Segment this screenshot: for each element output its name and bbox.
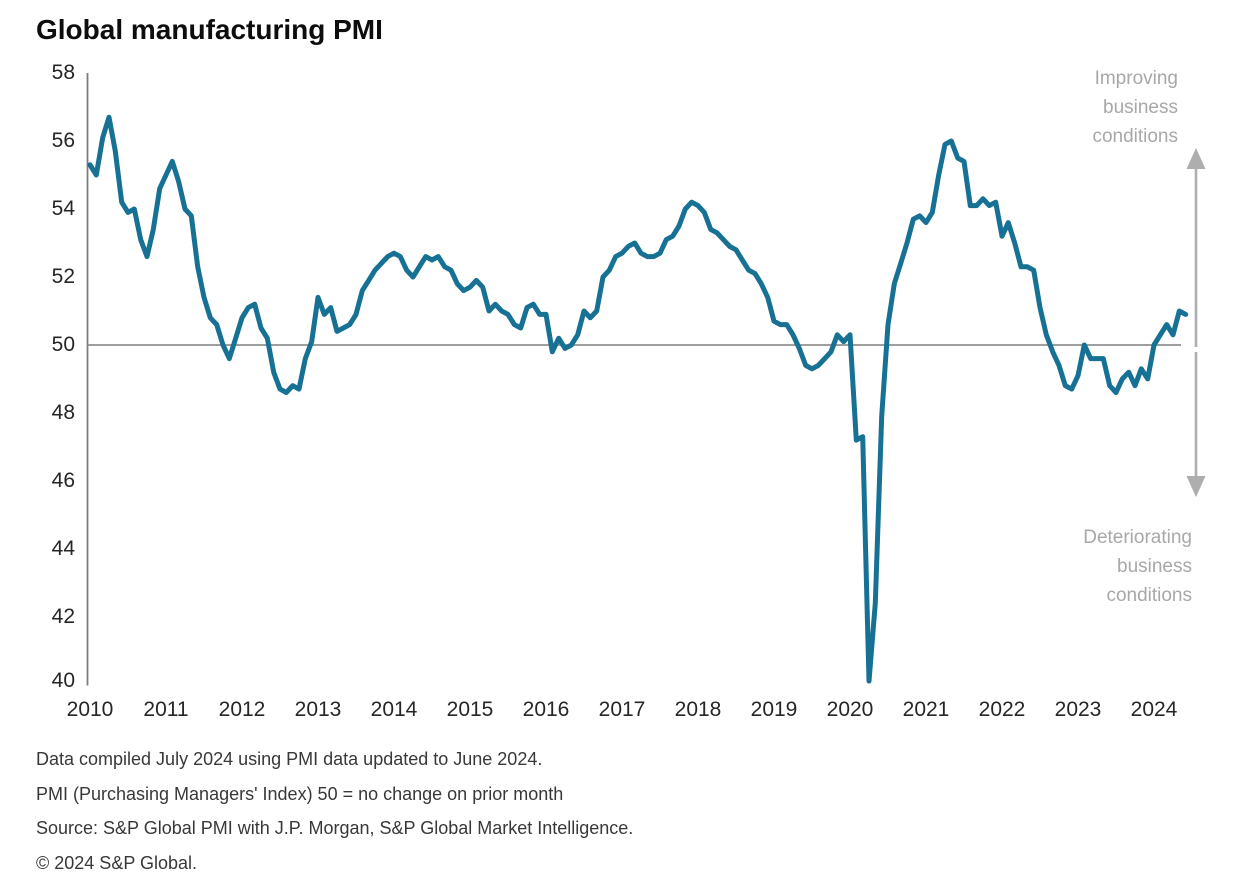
chart-title: Global manufacturing PMI [36,14,383,45]
x-tick-label: 2024 [1130,698,1178,721]
y-tick-label: 46 [51,468,75,492]
x-tick-label: 2019 [750,698,798,721]
y-tick-label: 56 [51,128,75,152]
x-tick-label: 2012 [218,698,266,721]
x-tick-label: 2011 [143,698,189,721]
y-tick-label: 44 [51,536,75,560]
x-tick-label: 2016 [522,698,570,721]
x-tick-label: 2021 [902,698,950,721]
footnotes: Data compiled July 2024 using PMI data u… [36,742,633,880]
annotation-deteriorating: Deteriorating business conditions [1083,527,1192,606]
deteriorating-arrow-icon [1186,352,1206,497]
y-tick-label: 58 [51,61,75,84]
footnote-definition: PMI (Purchasing Managers' Index) 50 = no… [36,783,564,804]
x-tick-label: 2013 [294,698,342,721]
x-tick-label: 2018 [674,698,722,721]
annotation-improving: Improving business conditions [1092,68,1178,147]
y-tick-label: 54 [51,196,75,220]
y-tick-label: 40 [51,669,75,692]
footnote-source: Source: S&P Global PMI with J.P. Morgan,… [36,818,634,838]
x-tick-label: 2015 [446,698,494,721]
improving-arrow-icon [1186,148,1206,347]
y-tick-label: 48 [51,400,75,424]
footnote-copyright: © 2024 S&P Global. [36,852,198,873]
x-tick-label: 2014 [370,698,418,721]
y-tick-label: 50 [51,332,75,356]
x-tick-label: 2010 [66,698,114,721]
x-tick-label: 2020 [826,698,874,721]
x-tick-label: 2022 [978,698,1026,721]
x-tick-label: 2023 [1054,698,1102,721]
y-tick-label: 52 [51,264,75,288]
x-tick-label: 2017 [598,698,646,721]
pmi-line [87,114,1189,684]
y-tick-label: 42 [51,604,75,628]
footnote-compiled: Data compiled July 2024 using PMI data u… [36,749,543,769]
